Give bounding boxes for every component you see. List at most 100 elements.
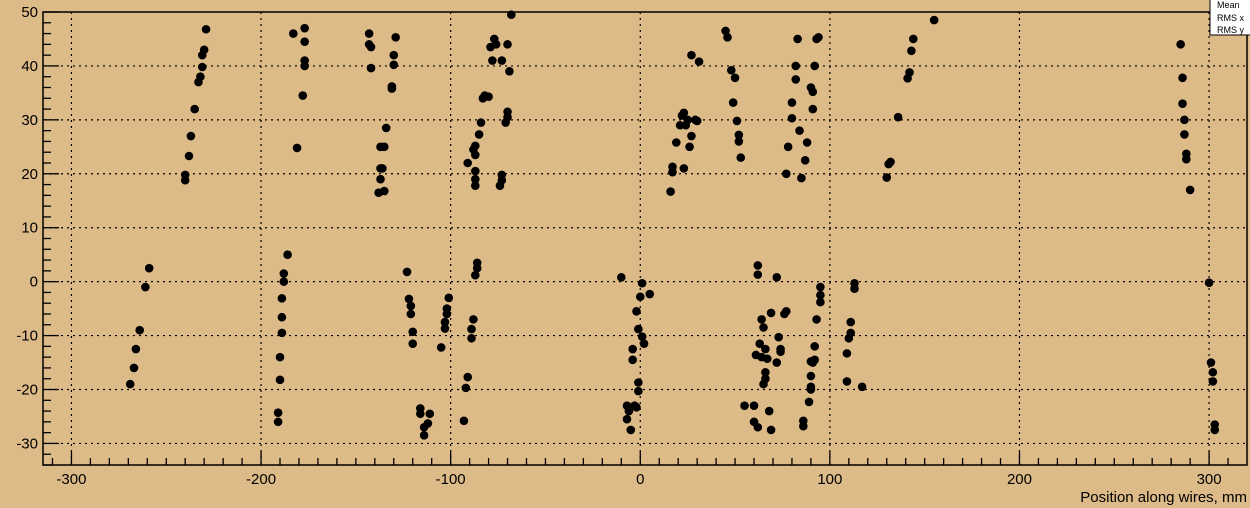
- data-point: [628, 355, 637, 365]
- data-point: [799, 416, 808, 426]
- data-point: [730, 73, 740, 83]
- data-point: [749, 401, 759, 410]
- data-point: [503, 40, 512, 49]
- data-point: [759, 323, 768, 332]
- data-point: [379, 142, 389, 152]
- data-point: [129, 363, 139, 373]
- data-point: [283, 250, 292, 259]
- data-point: [692, 116, 702, 126]
- data-point: [671, 138, 681, 147]
- data-point: [1208, 377, 1218, 386]
- data-point: [766, 308, 776, 318]
- data-point: [408, 339, 418, 348]
- data-point: [378, 164, 387, 173]
- data-point: [639, 339, 649, 348]
- y-tick-label: -30: [16, 435, 38, 452]
- data-point: [300, 23, 309, 33]
- data-point: [810, 355, 819, 365]
- data-point: [389, 50, 399, 60]
- data-point: [637, 278, 647, 288]
- data-point: [279, 269, 289, 278]
- data-point: [484, 92, 493, 101]
- data-point: [476, 118, 486, 127]
- data-point: [463, 372, 473, 382]
- data-point: [907, 46, 916, 56]
- data-point: [622, 414, 632, 424]
- data-point: [787, 98, 797, 107]
- data-point: [1182, 154, 1191, 164]
- data-point: [791, 75, 801, 84]
- stats-mean-label: Mean: [1217, 0, 1240, 10]
- data-point: [842, 349, 852, 358]
- data-point: [687, 131, 696, 141]
- data-points: [125, 10, 1220, 440]
- y-tick-label: 0: [30, 274, 38, 291]
- data-point: [685, 142, 694, 152]
- data-point: [772, 358, 782, 367]
- data-point: [905, 68, 914, 77]
- data-point: [423, 419, 433, 428]
- data-point: [634, 386, 643, 396]
- data-point: [628, 344, 637, 354]
- data-point: [474, 130, 484, 139]
- data-point: [379, 186, 389, 196]
- data-point: [402, 267, 412, 277]
- data-point: [131, 344, 141, 354]
- data-point: [507, 10, 516, 19]
- data-point: [783, 142, 793, 152]
- data-point: [810, 61, 819, 71]
- data-point: [808, 104, 818, 114]
- data-point: [781, 307, 791, 316]
- data-point: [1210, 425, 1220, 435]
- data-point: [736, 153, 746, 162]
- data-point: [797, 173, 806, 183]
- data-point: [908, 34, 918, 44]
- data-point: [857, 382, 867, 392]
- data-point: [196, 72, 205, 82]
- data-point: [467, 333, 476, 343]
- data-point: [416, 409, 425, 419]
- y-tick-label: 40: [21, 58, 38, 75]
- data-point: [471, 174, 480, 184]
- data-point: [471, 150, 480, 160]
- x-tick-label: -200: [246, 471, 276, 488]
- data-point: [471, 141, 480, 151]
- data-point: [1180, 130, 1189, 139]
- data-point: [503, 107, 512, 117]
- data-point: [634, 324, 643, 334]
- data-point: [802, 138, 812, 147]
- data-point: [774, 332, 783, 342]
- data-point: [1208, 367, 1218, 377]
- data-point: [279, 277, 289, 286]
- data-point: [298, 91, 308, 100]
- data-point: [804, 397, 814, 407]
- data-point: [666, 187, 675, 196]
- data-point: [184, 151, 194, 161]
- data-point: [461, 383, 471, 393]
- data-point: [180, 170, 190, 180]
- data-point: [766, 425, 776, 435]
- data-point: [471, 181, 480, 190]
- data-point: [791, 61, 801, 71]
- data-point: [381, 123, 391, 133]
- data-point: [277, 312, 287, 322]
- data-point: [679, 164, 689, 173]
- data-point: [467, 324, 476, 334]
- data-point: [772, 273, 782, 282]
- y-tick-label: 30: [21, 112, 38, 129]
- data-point: [679, 108, 689, 118]
- data-point: [726, 65, 736, 75]
- data-point: [469, 315, 478, 324]
- y-tick-label: 20: [21, 166, 38, 183]
- x-tick-label: 200: [1007, 471, 1032, 488]
- data-point: [1204, 278, 1214, 288]
- data-point: [753, 270, 763, 279]
- data-point: [846, 317, 856, 327]
- data-point: [440, 317, 450, 327]
- data-point: [732, 116, 742, 126]
- data-point: [387, 82, 397, 91]
- x-axis-label: Position along wires, mm: [1080, 489, 1247, 506]
- data-point: [882, 173, 892, 182]
